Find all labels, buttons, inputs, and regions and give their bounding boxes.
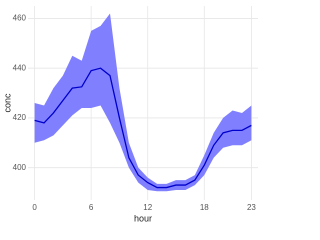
y-tick-label: 420: [13, 113, 27, 122]
x-tick-label: 23: [247, 203, 256, 212]
y-tick-label: 400: [13, 163, 27, 172]
y-tick-label: 440: [13, 63, 27, 72]
x-tick-label: 0: [32, 203, 37, 212]
chart: hour conc 400 420 440 460 0 6 12 18 23: [2, 6, 258, 223]
x-axis-label: hour: [134, 213, 152, 223]
line: [34, 67, 252, 189]
y-tick-label: 460: [13, 14, 27, 23]
confidence-band: [34, 13, 252, 192]
x-tick-label: 18: [200, 203, 209, 212]
x-tick-label: 12: [143, 203, 152, 212]
y-axis-label: conc: [2, 93, 12, 113]
x-tick-label: 6: [89, 203, 94, 212]
